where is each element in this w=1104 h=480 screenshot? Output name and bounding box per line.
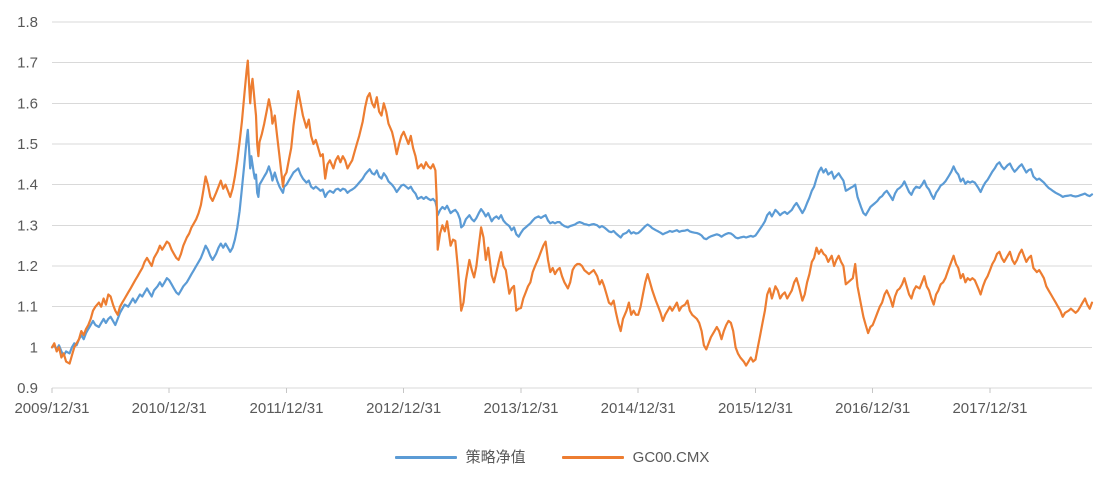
svg-text:2017/12/31: 2017/12/31 [952, 400, 1027, 417]
svg-text:2010/12/31: 2010/12/31 [132, 400, 207, 417]
legend-item-gc00cmx: GC00.CMX [561, 449, 710, 466]
svg-text:2012/12/31: 2012/12/31 [366, 400, 441, 417]
series-line-gc00cmx [50, 59, 1094, 367]
svg-text:1.1: 1.1 [17, 299, 38, 316]
svg-text:0.9: 0.9 [17, 380, 38, 397]
svg-text:1.2: 1.2 [17, 258, 38, 275]
x-tick-marks [51, 388, 991, 393]
gridlines [52, 21, 1092, 389]
y-axis-labels: 0.9 1 1.1 1.2 1.3 1.4 1.5 1.6 1.7 1.8 [17, 14, 38, 397]
legend: 策略净值 GC00.CMX [0, 450, 1104, 465]
svg-text:2009/12/31: 2009/12/31 [14, 400, 89, 417]
series-line-strategy [50, 128, 1094, 357]
svg-text:1.6: 1.6 [17, 95, 38, 112]
svg-text:2015/12/31: 2015/12/31 [718, 400, 793, 417]
svg-text:2014/12/31: 2014/12/31 [601, 400, 676, 417]
svg-text:2013/12/31: 2013/12/31 [483, 400, 558, 417]
svg-text:1.5: 1.5 [17, 136, 38, 153]
svg-text:1.7: 1.7 [17, 55, 38, 72]
legend-item-strategy: 策略净值 [394, 449, 526, 466]
svg-text:1: 1 [30, 339, 38, 356]
legend-label-gc00cmx: GC00.CMX [632, 449, 710, 466]
svg-text:2011/12/31: 2011/12/31 [250, 400, 324, 417]
strategy-line-swatch-icon [394, 456, 457, 459]
svg-text:1.4: 1.4 [17, 177, 38, 194]
legend-label-strategy: 策略净值 [465, 449, 526, 466]
svg-text:2016/12/31: 2016/12/31 [835, 400, 910, 417]
x-axis-labels: 2009/12/31 2010/12/31 2011/12/31 2012/12/31… [14, 400, 1027, 417]
svg-text:1.8: 1.8 [17, 14, 38, 31]
svg-text:1.3: 1.3 [17, 217, 38, 234]
gc00cmx-line-swatch-icon [561, 456, 624, 459]
